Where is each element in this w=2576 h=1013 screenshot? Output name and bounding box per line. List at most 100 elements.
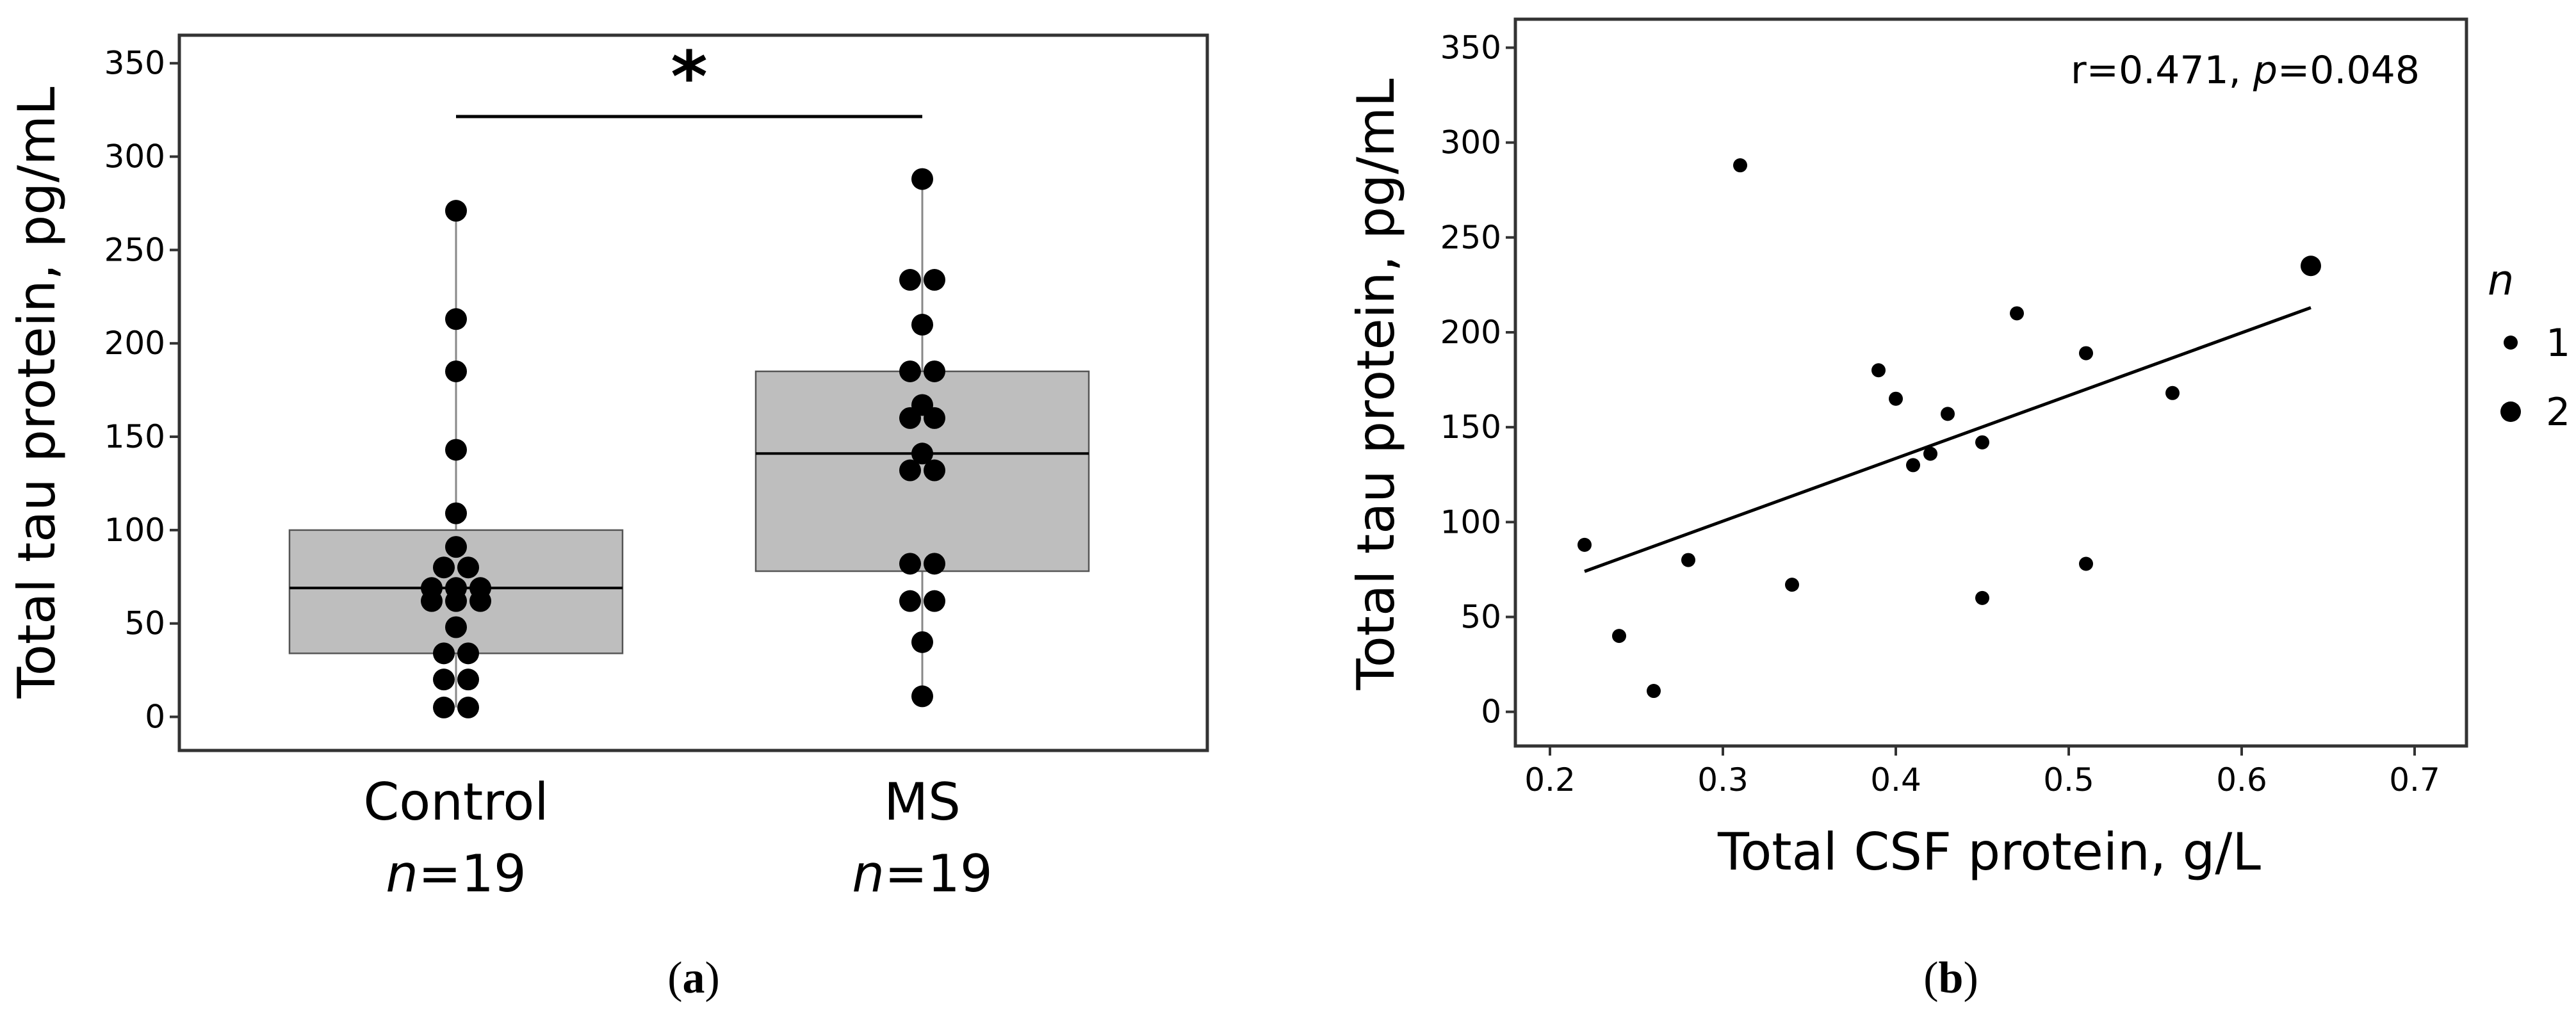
- scatter-point: [1923, 446, 1937, 461]
- panel-b-y-ticks: 0 50 100 150 200 250 300 350: [1440, 29, 1515, 731]
- scatter-point: [1577, 537, 1592, 552]
- panel-a-letter: a: [683, 953, 705, 1003]
- scatter-point: [2079, 556, 2093, 571]
- panel-a-y-axis-title: Total tau protein, pg/mL: [7, 86, 67, 699]
- y-tick-label: 150: [1440, 409, 1501, 446]
- panel-b-plot-frame: [1513, 17, 2468, 748]
- scatter-point: [1733, 158, 1747, 173]
- legend-swatch-2: [2500, 401, 2521, 422]
- size-legend: n 1 2: [2488, 257, 2570, 435]
- scatter-point: [1612, 629, 1626, 644]
- y-tick-label: 300: [1440, 124, 1501, 161]
- data-point: [911, 442, 933, 465]
- data-point: [445, 536, 467, 558]
- x-tick-label: 0.7: [2389, 761, 2440, 798]
- scatter-point: [2079, 346, 2093, 361]
- x-tick-label: 0.2: [1524, 761, 1576, 798]
- y-tick-label: 250: [104, 231, 165, 268]
- panel-b-points: [1577, 158, 2321, 699]
- panel-b-scatter-plot: 0 50 100 150 200 250 300 350 0.2 0.3 0.4 0.5 0.6 0.7…: [1346, 17, 2570, 1003]
- data-point: [433, 642, 455, 665]
- data-point: [924, 269, 945, 291]
- legend-title: n: [2488, 257, 2514, 305]
- scatter-point: [1941, 407, 1955, 421]
- data-point: [924, 553, 945, 575]
- panel-a-label: (a): [667, 953, 720, 1003]
- data-point: [445, 360, 467, 382]
- data-point: [457, 556, 479, 579]
- scatter-point: [1889, 391, 1903, 406]
- panel-b-letter: b: [1939, 953, 1964, 1003]
- data-point: [433, 696, 455, 718]
- panel-b-x-ticks: 0.2 0.3 0.4 0.5 0.6 0.7: [1524, 746, 2440, 798]
- data-point: [924, 360, 945, 382]
- data-point: [445, 577, 467, 599]
- data-point: [457, 669, 479, 691]
- data-point: [924, 590, 945, 612]
- data-point: [911, 685, 933, 708]
- annotation-r: r=0.471,: [2071, 48, 2253, 93]
- y-tick-label: 150: [104, 418, 165, 455]
- panel-a-y-ticks: 0 50 100 150 200 250 300 350: [104, 45, 179, 736]
- data-point: [445, 502, 467, 524]
- data-point: [445, 200, 467, 222]
- y-tick-label: 200: [1440, 314, 1501, 351]
- sample-size-control: n=19: [386, 844, 526, 904]
- data-point: [457, 642, 479, 665]
- panel-b-label: (b): [1923, 953, 1978, 1003]
- x-tick-label: 0.5: [2043, 761, 2094, 798]
- scatter-point: [2010, 306, 2024, 321]
- scatter-point: [1681, 553, 1695, 567]
- group-ms: [754, 168, 1090, 708]
- panel-b-y-axis-title: Total tau protein, pg/mL: [1346, 78, 1406, 690]
- y-tick-label: 250: [1440, 219, 1501, 256]
- data-point: [445, 308, 467, 330]
- y-tick-label: 300: [104, 138, 165, 175]
- n-value: =19: [884, 844, 993, 904]
- scatter-point: [1647, 684, 1661, 699]
- x-tick-label: 0.6: [2216, 761, 2267, 798]
- data-point: [899, 590, 921, 612]
- regression-line: [1584, 306, 2311, 573]
- data-point: [911, 314, 933, 336]
- data-point: [433, 556, 455, 579]
- category-label-ms: MS: [884, 772, 961, 832]
- scatter-point: [2165, 385, 2180, 400]
- scatter-point: [1785, 578, 1799, 592]
- y-tick-label: 350: [1440, 29, 1501, 66]
- y-tick-label: 50: [1460, 598, 1501, 635]
- legend-label-1: 1: [2546, 321, 2570, 366]
- data-point: [924, 459, 945, 482]
- scatter-point: [1906, 458, 1920, 473]
- y-tick-label: 0: [145, 699, 165, 736]
- y-tick-label: 0: [1481, 693, 1501, 731]
- data-point: [899, 360, 921, 382]
- y-tick-label: 100: [1440, 503, 1501, 540]
- data-point: [457, 696, 479, 718]
- group-control: [288, 200, 624, 718]
- n-symbol: n: [852, 844, 884, 904]
- scatter-point: [1975, 435, 1989, 450]
- scatter-point: [1871, 363, 1886, 378]
- y-tick-label: 100: [104, 512, 165, 549]
- category-label-control: Control: [363, 772, 548, 832]
- data-point: [911, 394, 933, 416]
- data-point: [899, 459, 921, 482]
- data-point: [445, 616, 467, 638]
- significance-marker: *: [671, 36, 708, 118]
- y-tick-label: 200: [104, 325, 165, 362]
- panel-a-groups: [288, 168, 1090, 718]
- data-point: [911, 631, 933, 653]
- data-point: [469, 577, 491, 599]
- annotation-p-value: =0.048: [2278, 48, 2420, 93]
- annotation-p-symbol: p: [2253, 48, 2278, 93]
- y-tick-label: 350: [104, 45, 165, 82]
- data-point: [433, 669, 455, 691]
- x-tick-label: 0.4: [1870, 761, 1921, 798]
- scatter-point: [2301, 255, 2321, 277]
- scatter-point: [1975, 590, 1989, 605]
- n-value: =19: [418, 844, 526, 904]
- data-point: [421, 577, 443, 599]
